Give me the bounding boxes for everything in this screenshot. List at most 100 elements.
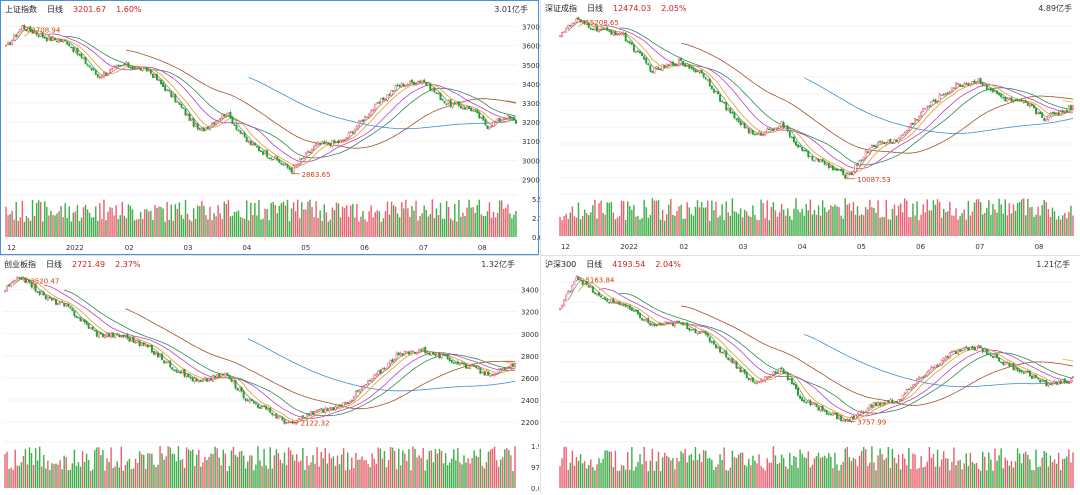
volume-bar bbox=[421, 213, 423, 237]
volume-bar bbox=[807, 210, 810, 236]
volume-bar bbox=[1029, 459, 1031, 488]
volume-bar bbox=[496, 212, 499, 237]
candle-body bbox=[760, 379, 763, 382]
volume-bar bbox=[44, 201, 46, 237]
candle-body bbox=[786, 125, 789, 132]
volume-bar bbox=[169, 447, 171, 488]
candle-body bbox=[316, 410, 319, 412]
volume-bar bbox=[1064, 213, 1066, 236]
candle-body bbox=[292, 165, 295, 174]
volume-bar bbox=[437, 215, 440, 237]
kline-svg[interactable]: 3700.003600.003500.003400.003300.003200.… bbox=[1, 1, 540, 256]
volume-bar bbox=[131, 209, 134, 237]
candle-body bbox=[171, 367, 174, 370]
volume-bar bbox=[945, 458, 947, 488]
candle-body bbox=[608, 301, 611, 304]
candle-body bbox=[266, 150, 269, 158]
price-value: 4193.54 bbox=[612, 260, 646, 269]
volume-bar bbox=[227, 199, 230, 237]
volume-bar bbox=[791, 465, 793, 488]
candle-body bbox=[239, 130, 242, 134]
volume-bar bbox=[647, 217, 649, 236]
candle-body bbox=[466, 106, 468, 110]
volume-bar bbox=[472, 207, 474, 237]
candle-body bbox=[231, 116, 234, 125]
volume-bar bbox=[429, 214, 432, 237]
volume-bar bbox=[1039, 215, 1041, 236]
candle-body bbox=[211, 122, 214, 126]
candle-body bbox=[440, 353, 443, 358]
chart-panel-shenzhen[interactable]: 深证成指 日线 12474.03 2.05% 4.89亿手 12 2022 02 03 04 0… bbox=[540, 0, 1080, 255]
candle-body bbox=[604, 28, 607, 30]
volume-bar bbox=[130, 469, 133, 488]
volume-bar bbox=[498, 200, 501, 237]
candle-body bbox=[797, 387, 800, 396]
chart-panel-csi300[interactable]: 沪深300 日线 4193.54 2.04% 1.21亿手 5163.84 3757.9… bbox=[540, 255, 1080, 494]
candle-body bbox=[639, 313, 642, 319]
volume-bar bbox=[725, 470, 727, 488]
candle-body bbox=[494, 121, 497, 123]
candle-body bbox=[723, 350, 726, 354]
volume-bar bbox=[588, 215, 590, 236]
candle-body bbox=[883, 142, 886, 144]
volume-bar bbox=[457, 448, 459, 488]
candle-body bbox=[341, 139, 344, 141]
candle-body bbox=[426, 352, 429, 354]
volume-bar bbox=[303, 209, 305, 237]
candle-body bbox=[201, 379, 204, 383]
candle-body bbox=[81, 319, 84, 322]
candle-body bbox=[412, 351, 414, 353]
candle-body bbox=[1028, 104, 1031, 107]
volume-bar bbox=[33, 215, 36, 237]
volume-bar bbox=[721, 204, 723, 236]
volume-bar bbox=[618, 470, 621, 488]
candle-body bbox=[669, 321, 672, 324]
candle-body bbox=[706, 333, 709, 337]
candle-body bbox=[194, 123, 197, 127]
candle-body bbox=[101, 333, 104, 338]
candle-body bbox=[200, 128, 203, 131]
volume-bar bbox=[906, 465, 908, 488]
volume-bar bbox=[165, 456, 167, 488]
volume-bar bbox=[873, 462, 875, 488]
volume-bar bbox=[612, 212, 615, 236]
volume-bar bbox=[924, 466, 926, 488]
candle-body bbox=[223, 113, 226, 117]
candle-body bbox=[1037, 112, 1040, 115]
candle-body bbox=[655, 324, 658, 326]
kline-svg[interactable]: 3400.003200.003000.002800.002600.002400.… bbox=[0, 256, 539, 495]
candle-body bbox=[1008, 97, 1011, 100]
candle-body bbox=[848, 419, 851, 421]
volume-bar bbox=[573, 465, 576, 488]
candle-body bbox=[647, 63, 650, 66]
candle-body bbox=[622, 304, 625, 306]
candle-body bbox=[897, 137, 900, 143]
volume-bar bbox=[495, 460, 498, 488]
candle-body bbox=[87, 323, 90, 329]
candle-body bbox=[671, 61, 674, 66]
candle-body bbox=[503, 367, 506, 370]
candle-body bbox=[768, 376, 771, 378]
candle-body bbox=[429, 83, 432, 91]
candle-body bbox=[872, 402, 875, 408]
candle-body bbox=[394, 85, 397, 91]
volume-bar bbox=[25, 215, 28, 237]
candle-body bbox=[477, 367, 480, 370]
candle-body bbox=[67, 303, 70, 307]
volume-bar bbox=[210, 453, 212, 488]
candle-body bbox=[944, 355, 947, 360]
candle-body bbox=[396, 84, 399, 87]
candle-body bbox=[141, 66, 144, 71]
candle-body bbox=[279, 416, 282, 418]
x-tick-label: 12 bbox=[7, 244, 16, 252]
volume-bar bbox=[801, 453, 803, 488]
volume-bar bbox=[63, 455, 65, 488]
volume-bar bbox=[834, 204, 836, 236]
volume-bar bbox=[161, 453, 163, 488]
candle-body bbox=[380, 97, 383, 105]
candle-body bbox=[930, 366, 933, 371]
